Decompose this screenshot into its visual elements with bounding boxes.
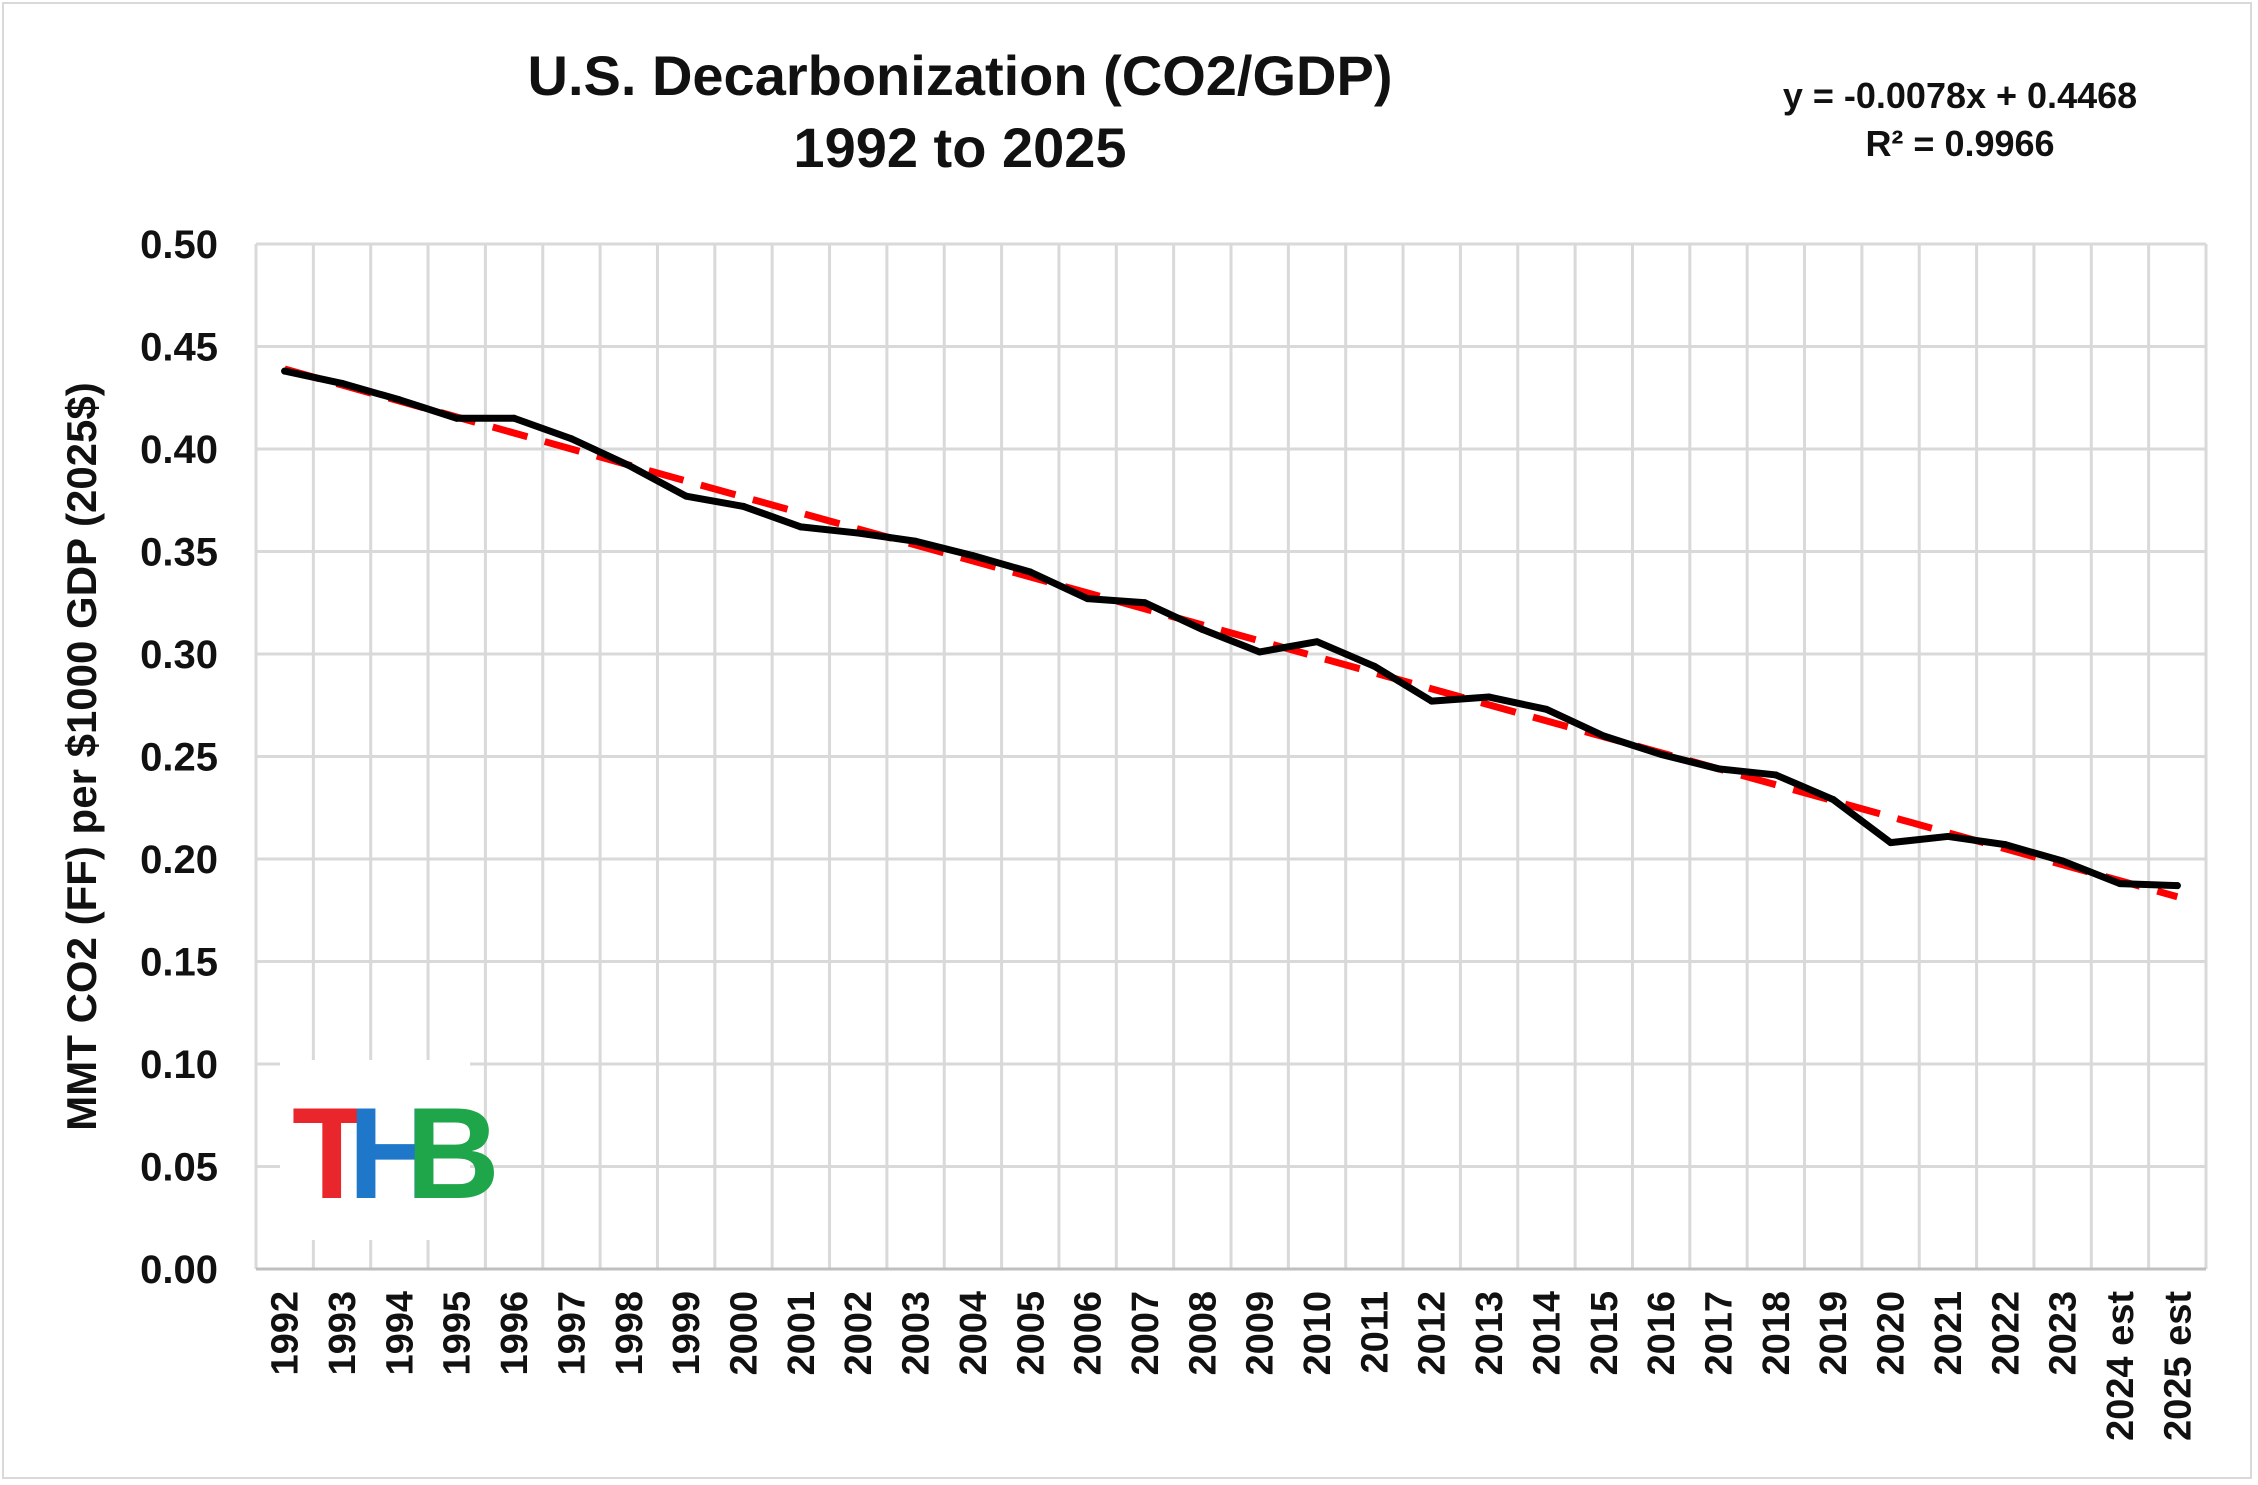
grid-lines xyxy=(254,242,2208,1271)
data-point xyxy=(2116,880,2124,888)
chart-title-line-1: U.S. Decarbonization (CO2/GDP) xyxy=(527,44,1393,107)
x-axis-ticks: 1992 1993 1994 1995 1996 1997 1998 1999 2000 2001… xyxy=(265,1291,2200,1441)
chart-title-line-2: 1992 to 2025 xyxy=(793,116,1127,179)
data-point xyxy=(395,396,403,404)
x-tick-label: 1995 xyxy=(437,1291,479,1376)
data-point xyxy=(1772,771,1780,779)
data-point xyxy=(1829,796,1837,804)
data-point xyxy=(969,552,977,560)
thb-logo: T H B xyxy=(280,1060,500,1240)
trendline-layer xyxy=(283,365,2179,901)
x-tick-label: 1998 xyxy=(609,1291,651,1376)
x-tick-label: 2023 xyxy=(2043,1291,2085,1376)
data-point xyxy=(453,414,461,422)
y-tick-label: 0.50 xyxy=(140,223,218,267)
x-tick-label: 2003 xyxy=(896,1291,938,1376)
y-tick-label: 0.25 xyxy=(140,736,218,780)
logo-letter-t: T xyxy=(292,1080,372,1226)
data-point xyxy=(1141,599,1149,607)
data-point xyxy=(1600,732,1608,740)
y-tick-label: 0.20 xyxy=(140,838,218,882)
x-tick-label: 1992 xyxy=(265,1291,307,1376)
data-point xyxy=(567,435,575,443)
x-tick-label: 1999 xyxy=(666,1291,708,1376)
x-tick-label: 2000 xyxy=(724,1291,766,1376)
y-tick-label: 0.45 xyxy=(140,326,218,370)
x-tick-label: 1993 xyxy=(322,1291,364,1376)
data-point xyxy=(1944,832,1952,840)
data-point xyxy=(854,529,862,537)
y-tick-label: 0.05 xyxy=(140,1146,218,1190)
x-tick-label: 2001 xyxy=(781,1291,823,1376)
data-point xyxy=(625,461,633,469)
x-tick-label: 2017 xyxy=(1699,1291,1741,1376)
y-tick-label: 0.40 xyxy=(140,428,218,472)
x-tick-label: 2011 xyxy=(1354,1291,1396,1373)
x-tick-label: 2007 xyxy=(1125,1291,1167,1376)
trendline-r-squared: R² = 0.9966 xyxy=(1865,123,2055,164)
data-point xyxy=(1198,625,1206,633)
trendline-equation-box: y = -0.0078x + 0.4468 R² = 0.9966 xyxy=(1660,72,2258,168)
data-point xyxy=(2001,841,2009,849)
data-point xyxy=(1370,662,1378,670)
data-point xyxy=(740,502,747,510)
x-tick-label: 2020 xyxy=(1871,1291,1913,1376)
x-tick-label: 2018 xyxy=(1756,1291,1798,1376)
data-point xyxy=(1887,839,1895,847)
data-point xyxy=(2059,857,2067,865)
y-tick-label: 0.35 xyxy=(140,531,218,575)
y-tick-label: 0.15 xyxy=(140,941,218,985)
x-tick-label: 2016 xyxy=(1641,1291,1683,1376)
x-tick-label: 2008 xyxy=(1182,1291,1224,1376)
x-tick-label: 2021 xyxy=(1928,1291,1970,1376)
data-point xyxy=(1313,638,1321,646)
chart-title: U.S. Decarbonization (CO2/GDP) 1992 to 2… xyxy=(0,40,1920,184)
logo-letter-h: H xyxy=(348,1080,442,1226)
y-axis-ticks: 0.00 0.05 0.10 0.15 0.20 0.25 0.30 0.35 0.40 0.45… xyxy=(140,223,218,1292)
logo-letter-b: B xyxy=(406,1080,500,1226)
x-tick-label: 2012 xyxy=(1412,1291,1454,1376)
data-point xyxy=(1026,568,1034,576)
data-point xyxy=(1428,697,1436,705)
data-point xyxy=(1485,693,1493,701)
data-point xyxy=(797,523,805,531)
x-tick-label: 2024 est xyxy=(2100,1291,2142,1441)
data-point xyxy=(1715,765,1722,773)
data-point xyxy=(1542,705,1550,713)
x-tick-label: 1994 xyxy=(379,1291,421,1376)
data-point xyxy=(338,379,346,387)
x-tick-label: 2010 xyxy=(1297,1291,1339,1376)
y-tick-label: 0.00 xyxy=(140,1248,218,1292)
data-point xyxy=(912,537,920,545)
data-point xyxy=(281,367,289,375)
series-layer xyxy=(281,367,2181,890)
trendline-equation: y = -0.0078x + 0.4468 xyxy=(1782,75,2138,116)
x-tick-label: 2022 xyxy=(1985,1291,2027,1376)
x-tick-label: 2015 xyxy=(1584,1291,1626,1376)
x-tick-label: 2014 xyxy=(1526,1291,1568,1376)
series-line xyxy=(281,367,2181,890)
data-point xyxy=(510,414,518,422)
data-point xyxy=(682,492,690,500)
data-point xyxy=(1256,648,1264,656)
x-tick-label: 2013 xyxy=(1469,1291,1511,1376)
data-point xyxy=(2173,882,2181,890)
x-tick-label: 2002 xyxy=(838,1291,880,1376)
x-tick-label: 2004 xyxy=(953,1291,995,1376)
x-tick-label: 2019 xyxy=(1813,1291,1855,1376)
x-tick-label: 1996 xyxy=(494,1291,536,1376)
data-point xyxy=(1657,750,1665,758)
y-axis-label: MMT CO2 (FF) per $1000 GDP (2025$) xyxy=(58,382,105,1130)
y-tick-label: 0.30 xyxy=(140,633,218,677)
x-tick-label: 2005 xyxy=(1010,1291,1052,1376)
x-tick-label: 2009 xyxy=(1240,1291,1282,1376)
x-tick-label: 2006 xyxy=(1068,1291,1110,1376)
y-tick-label: 0.10 xyxy=(140,1043,218,1087)
x-tick-label: 2025 est xyxy=(2157,1291,2199,1441)
trendline xyxy=(283,365,2179,901)
x-tick-label: 1997 xyxy=(551,1291,593,1376)
data-point xyxy=(1084,595,1092,603)
